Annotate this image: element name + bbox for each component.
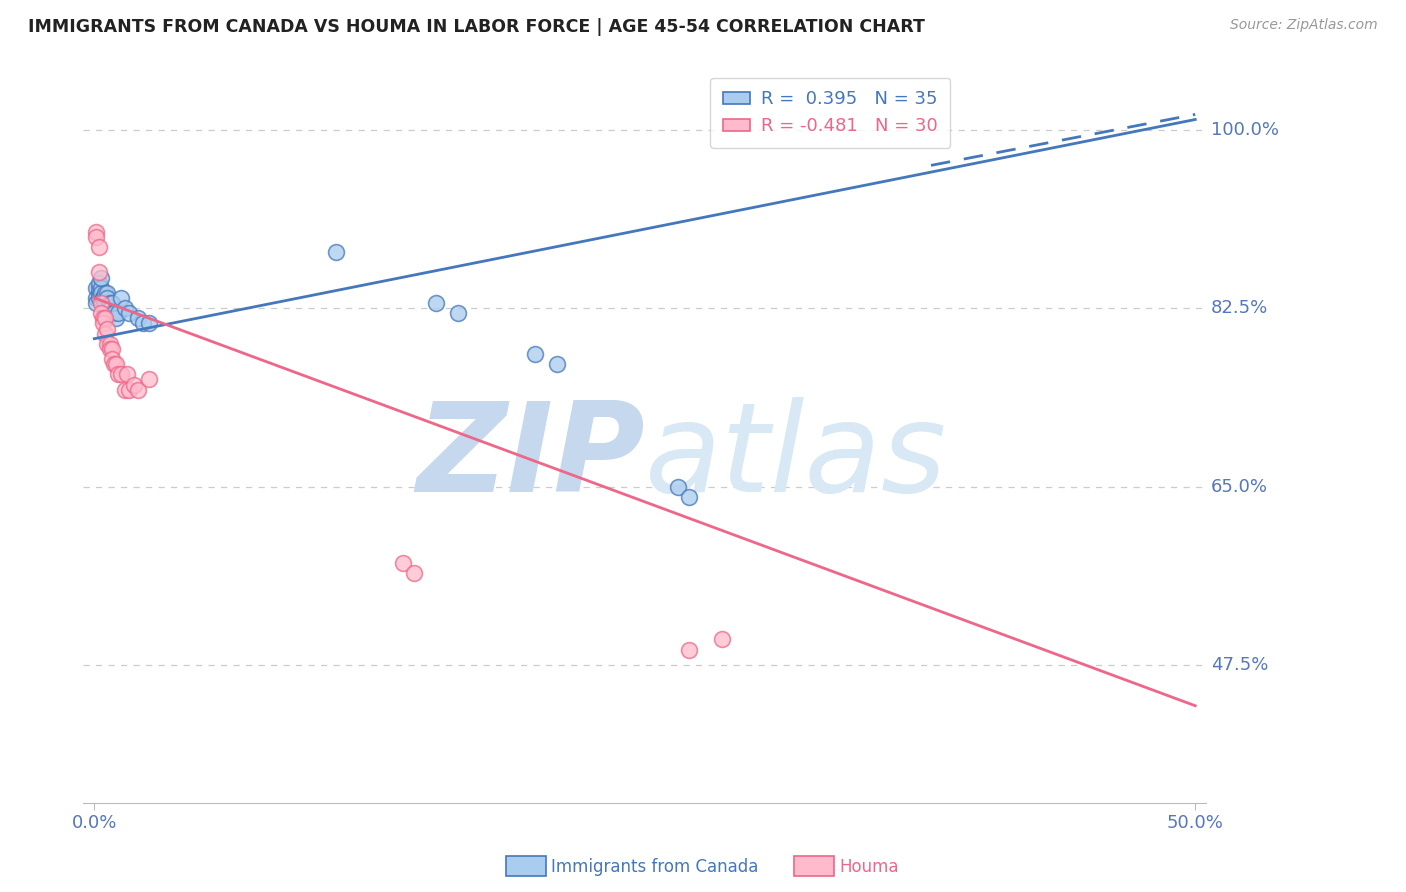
Point xyxy=(87,240,110,254)
Point xyxy=(101,342,124,356)
Point xyxy=(110,291,132,305)
Point xyxy=(138,317,160,331)
Point xyxy=(402,566,425,581)
Point xyxy=(105,311,128,326)
Point xyxy=(114,383,136,397)
Point xyxy=(90,270,112,285)
Text: Houma: Houma xyxy=(839,858,898,876)
Point xyxy=(101,352,124,367)
Point xyxy=(122,377,145,392)
Point xyxy=(710,632,733,647)
Point xyxy=(101,306,124,320)
Point xyxy=(86,291,108,305)
Point xyxy=(94,326,117,341)
Point xyxy=(94,311,117,326)
Point xyxy=(127,311,149,326)
Point xyxy=(678,642,700,657)
Point xyxy=(90,296,112,310)
Point xyxy=(86,225,108,239)
Point xyxy=(94,285,117,300)
Point xyxy=(523,347,546,361)
Point xyxy=(90,306,112,320)
Text: 65.0%: 65.0% xyxy=(1211,477,1268,496)
Point xyxy=(91,291,114,305)
Point xyxy=(94,296,117,310)
Point xyxy=(101,296,124,310)
Point xyxy=(103,306,125,320)
Point xyxy=(666,479,689,493)
Point xyxy=(90,281,112,295)
Point xyxy=(446,306,468,320)
Point xyxy=(96,336,118,351)
Point xyxy=(117,368,139,382)
Point xyxy=(87,285,110,300)
Point xyxy=(391,556,413,570)
Point xyxy=(96,285,118,300)
Point xyxy=(107,368,129,382)
Point xyxy=(131,317,153,331)
Point xyxy=(127,383,149,397)
Text: atlas: atlas xyxy=(645,397,946,518)
Point xyxy=(86,296,108,310)
Text: ZIP: ZIP xyxy=(416,397,645,518)
Point xyxy=(425,296,447,310)
Text: Source: ZipAtlas.com: Source: ZipAtlas.com xyxy=(1230,18,1378,32)
Text: 100.0%: 100.0% xyxy=(1211,120,1278,138)
Text: 47.5%: 47.5% xyxy=(1211,656,1268,674)
Point xyxy=(103,357,125,371)
Legend: R =  0.395   N = 35, R = -0.481   N = 30: R = 0.395 N = 35, R = -0.481 N = 30 xyxy=(710,78,950,148)
Point xyxy=(546,357,568,371)
Point xyxy=(96,291,118,305)
Point xyxy=(91,311,114,326)
Point xyxy=(98,296,121,310)
Point xyxy=(87,276,110,290)
Text: Immigrants from Canada: Immigrants from Canada xyxy=(551,858,758,876)
Point xyxy=(87,291,110,305)
Point xyxy=(96,321,118,335)
Point xyxy=(325,245,347,260)
Point xyxy=(87,265,110,279)
Point xyxy=(110,368,132,382)
Point xyxy=(86,281,108,295)
Point xyxy=(87,281,110,295)
Point xyxy=(107,306,129,320)
Point xyxy=(91,291,114,305)
Point xyxy=(90,285,112,300)
Point xyxy=(105,357,128,371)
Point xyxy=(114,301,136,315)
Point xyxy=(138,372,160,386)
Point xyxy=(118,306,141,320)
Text: IMMIGRANTS FROM CANADA VS HOUMA IN LABOR FORCE | AGE 45-54 CORRELATION CHART: IMMIGRANTS FROM CANADA VS HOUMA IN LABOR… xyxy=(28,18,925,36)
Point xyxy=(678,490,700,504)
Point xyxy=(91,317,114,331)
Point xyxy=(118,383,141,397)
Point xyxy=(86,229,108,244)
Point xyxy=(98,336,121,351)
Text: 82.5%: 82.5% xyxy=(1211,299,1268,318)
Point xyxy=(98,342,121,356)
